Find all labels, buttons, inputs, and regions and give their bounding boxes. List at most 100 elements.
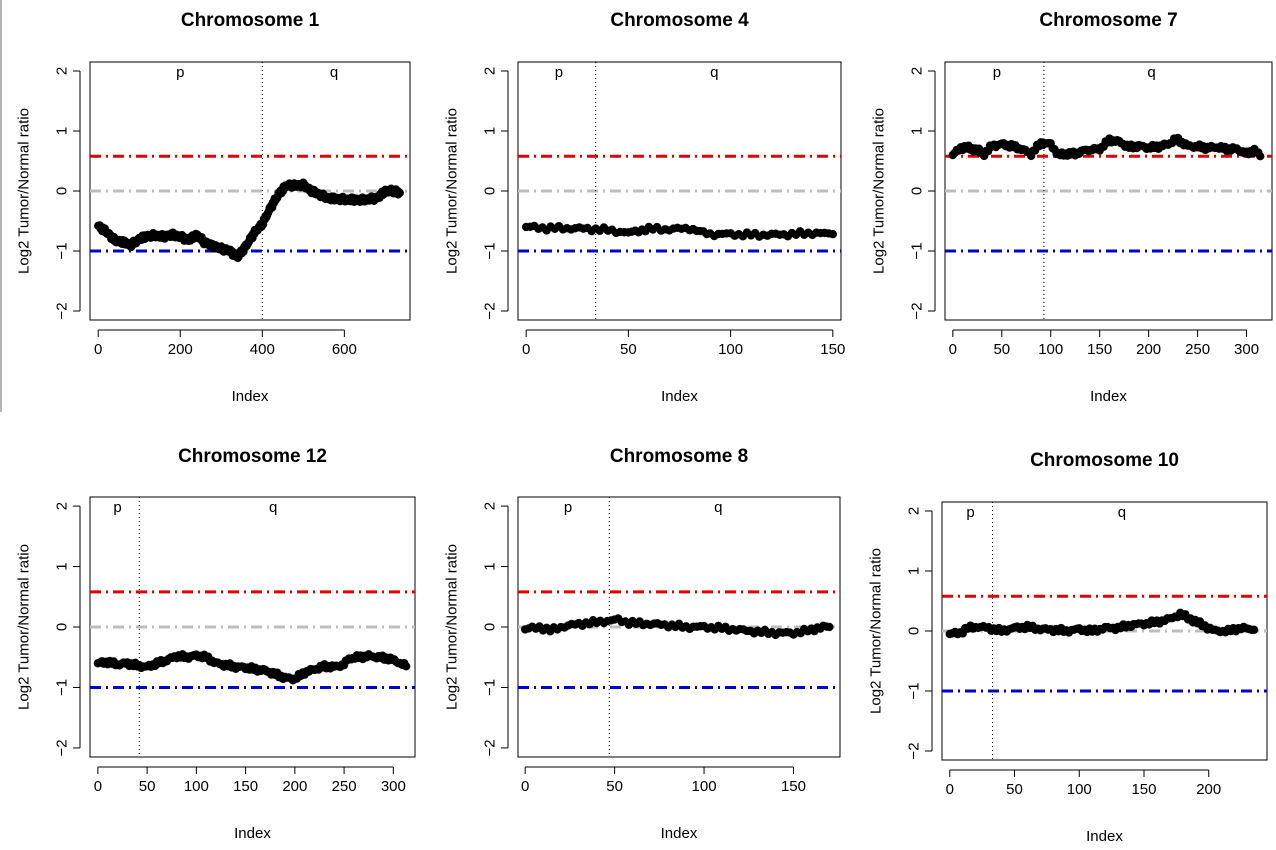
arm-label-q: q: [710, 64, 718, 81]
y-tick-label: −1: [54, 242, 71, 259]
x-tick-label: 0: [94, 778, 102, 795]
arm-label-q: q: [1118, 504, 1126, 521]
data-point: [1256, 152, 1265, 161]
y-tick-label: 0: [906, 627, 923, 635]
x-tick-label: 0: [522, 341, 530, 358]
chart-panel-5: Chromosome 8 p q 0 50 100 150 Index −2 −1 0 1 2 Log2 …: [444, 446, 841, 842]
plot-area: [942, 502, 1267, 760]
y-tick-label: −1: [482, 679, 499, 696]
x-tick-label: 100: [1067, 781, 1092, 798]
data-points: [945, 608, 1259, 639]
x-tick-label: 50: [139, 778, 156, 795]
y-tick-label: 2: [909, 67, 926, 75]
data-points: [521, 221, 838, 241]
plot-area: [518, 62, 841, 320]
data-point: [825, 622, 834, 632]
x-tick-label: 200: [1196, 781, 1221, 798]
data-point: [401, 662, 411, 671]
x-axis-label: Index: [1090, 388, 1127, 405]
y-axis-label: Log2 Tumor/Normal ratio: [868, 548, 885, 714]
x-tick-label: 300: [1234, 341, 1259, 358]
data-points: [948, 133, 1265, 161]
chart-panel-3: Chromosome 7 p q 0 50 100 150 200 250 300 Index −2 −…: [871, 10, 1273, 405]
y-tick-label: 2: [482, 502, 499, 510]
y-tick-label: 1: [54, 127, 71, 135]
x-axis-label: Index: [1086, 828, 1123, 845]
y-tick-label: 0: [54, 187, 71, 195]
x-tick-label: 100: [1038, 341, 1063, 358]
chart-title: Chromosome 8: [610, 446, 748, 467]
arm-label-q: q: [269, 499, 277, 516]
x-tick-label: 150: [233, 778, 258, 795]
y-tick-label: −1: [482, 242, 499, 259]
y-tick-label: 1: [482, 127, 499, 135]
y-tick-label: 1: [909, 127, 926, 135]
data-points: [520, 614, 834, 640]
x-axis-label: Index: [661, 825, 698, 842]
x-tick-label: 0: [949, 341, 957, 358]
x-tick-label: 200: [282, 778, 307, 795]
y-tick-label: 0: [482, 187, 499, 195]
chart-title: Chromosome 7: [1039, 10, 1177, 31]
arm-label-p: p: [564, 499, 572, 516]
y-tick-label: −2: [482, 739, 499, 756]
chart-title: Chromosome 10: [1030, 450, 1179, 471]
chart-panel-6: Chromosome 10 p q 0 50 100 150 200 Index −2 −1 0 1 2 L…: [868, 450, 1268, 845]
x-tick-label: 250: [332, 778, 357, 795]
x-tick-label: 100: [692, 778, 717, 795]
arm-label-p: p: [176, 64, 184, 81]
plot-area: [90, 497, 415, 757]
y-axis-label: Log2 Tumor/Normal ratio: [16, 544, 33, 710]
y-tick-label: −2: [909, 302, 926, 319]
y-tick-label: −2: [482, 302, 499, 319]
x-axis-label: Index: [661, 388, 698, 405]
arm-label-p: p: [113, 499, 121, 516]
x-tick-label: 150: [1131, 781, 1156, 798]
x-tick-label: 0: [521, 778, 529, 795]
y-tick-label: −1: [54, 679, 71, 696]
arm-label-p: p: [555, 64, 563, 81]
y-axis-label: Log2 Tumor/Normal ratio: [444, 544, 461, 710]
plot-area: [90, 62, 410, 320]
y-tick-label: 2: [54, 67, 71, 75]
data-points: [93, 650, 411, 685]
data-points: [94, 178, 404, 263]
x-tick-label: 50: [606, 778, 623, 795]
data-point: [828, 230, 838, 239]
y-tick-label: 0: [909, 187, 926, 195]
chart-title: Chromosome 12: [178, 446, 327, 467]
x-tick-label: 50: [1006, 781, 1023, 798]
x-tick-label: 150: [781, 778, 806, 795]
chart-panel-4: Chromosome 12 p q 0 50 100 150 200 250 300 Index −2…: [16, 446, 416, 842]
x-tick-label: 400: [250, 341, 275, 358]
arm-label-q: q: [330, 64, 338, 81]
x-tick-label: 600: [332, 341, 357, 358]
x-axis-label: Index: [232, 388, 269, 405]
y-tick-label: 1: [54, 562, 71, 570]
x-tick-label: 0: [94, 341, 102, 358]
arm-label-q: q: [1147, 64, 1155, 81]
y-axis-label: Log2 Tumor/Normal ratio: [871, 108, 888, 274]
y-tick-label: −1: [909, 242, 926, 259]
y-tick-label: 2: [906, 507, 923, 515]
y-tick-label: −2: [906, 742, 923, 759]
plot-area: [518, 497, 840, 757]
x-tick-label: 200: [1136, 341, 1161, 358]
y-tick-label: 1: [906, 567, 923, 575]
arm-label-q: q: [714, 499, 722, 516]
x-axis-label: Index: [234, 825, 271, 842]
y-tick-label: −2: [54, 739, 71, 756]
y-tick-label: −1: [906, 682, 923, 699]
plot-area: [945, 62, 1272, 320]
x-tick-label: 0: [946, 781, 954, 798]
x-tick-label: 300: [381, 778, 406, 795]
x-tick-label: 50: [620, 341, 637, 358]
y-tick-label: 2: [54, 502, 71, 510]
y-axis-label: Log2 Tumor/Normal ratio: [444, 108, 461, 274]
window-edge: [0, 0, 2, 412]
y-tick-label: 0: [482, 623, 499, 631]
x-tick-label: 150: [820, 341, 845, 358]
x-tick-label: 200: [168, 341, 193, 358]
x-tick-label: 50: [993, 341, 1010, 358]
